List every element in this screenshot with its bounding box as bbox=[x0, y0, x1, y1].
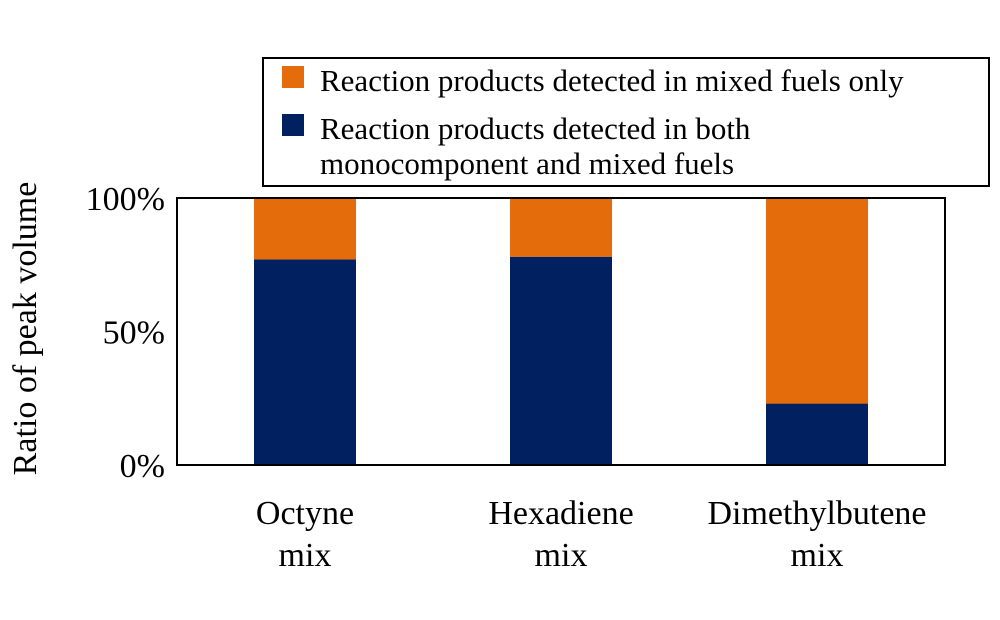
legend: Reaction products detected in mixed fuel… bbox=[262, 57, 990, 187]
legend-swatch bbox=[282, 66, 304, 88]
y-tick-label: 100% bbox=[86, 181, 165, 218]
bar-segment-mixed-only-2 bbox=[510, 198, 612, 257]
bar-segment-both-fuels-1 bbox=[254, 259, 356, 465]
legend-label: monocomponent and mixed fuels bbox=[320, 146, 734, 181]
bar-segment-both-fuels-3 bbox=[766, 403, 868, 465]
x-category-label: Hexadiene bbox=[488, 495, 633, 532]
x-category-label: mix bbox=[535, 537, 588, 574]
x-category-label: mix bbox=[279, 537, 332, 574]
x-axis-category-labels: Octyne mix Hexadiene mix Dimethylbutene mix bbox=[256, 495, 927, 574]
bars-group bbox=[254, 198, 868, 465]
y-tick-label: 50% bbox=[103, 315, 165, 352]
y-axis-tick-labels: 0% 50% 100% bbox=[86, 181, 165, 485]
legend-label: Reaction products detected in both bbox=[320, 111, 751, 146]
legend-box bbox=[262, 57, 990, 187]
plot-area-frame bbox=[176, 197, 946, 466]
bar-segment-both-fuels-2 bbox=[510, 256, 612, 465]
y-tick-label: 0% bbox=[120, 448, 165, 485]
x-category-label: Dimethylbutene bbox=[707, 495, 926, 532]
legend-label: Reaction products detected in mixed fuel… bbox=[320, 63, 904, 98]
bar-segment-mixed-only-1 bbox=[254, 198, 356, 260]
x-category-label: Octyne bbox=[256, 495, 354, 532]
bar-segment-mixed-only-3 bbox=[766, 198, 868, 404]
x-category-label: mix bbox=[791, 537, 844, 574]
legend-swatch bbox=[282, 114, 304, 136]
y-axis-label: Ratio of peak volume bbox=[7, 182, 44, 476]
